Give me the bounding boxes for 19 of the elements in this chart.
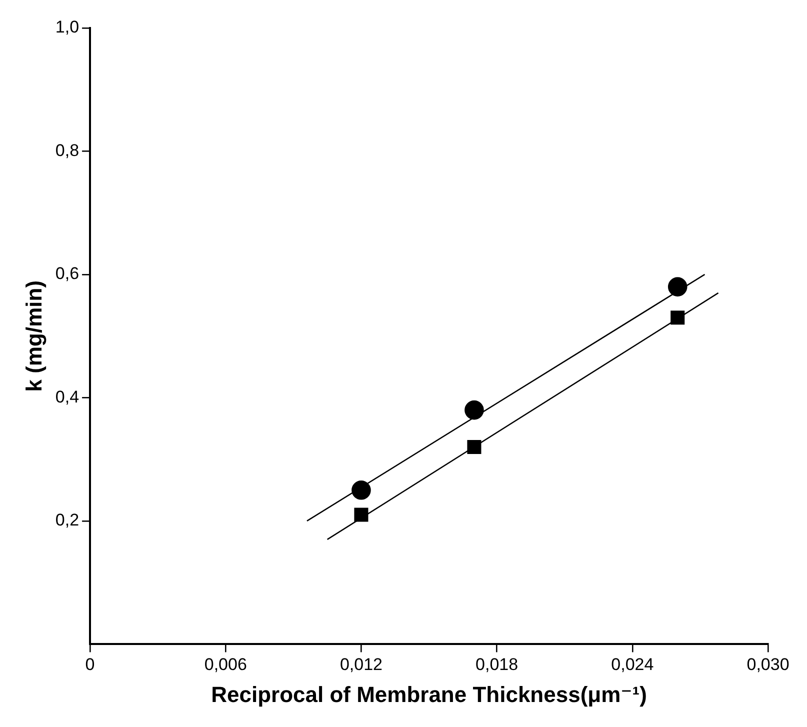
x-tick-label: 0,030 — [746, 655, 790, 674]
point — [670, 310, 685, 325]
point — [354, 508, 368, 522]
y-tick-label: 0,4 — [55, 387, 80, 406]
y-tick-label: 0,2 — [55, 510, 80, 530]
point — [464, 400, 484, 420]
y-tick-label: 0,6 — [55, 264, 80, 284]
y-axis-title: k (mg/min) — [21, 280, 46, 392]
x-tick-label: 0,018 — [476, 655, 518, 674]
point — [352, 480, 371, 500]
point — [668, 277, 688, 296]
x-tick-label: 0,006 — [204, 655, 247, 674]
x-tick-label: 0 — [85, 655, 95, 674]
y-tick-label: 1,0 — [55, 18, 80, 37]
x-axis-title: Reciprocal of Membrane Thickness(μm⁻¹) — [211, 682, 647, 707]
point — [467, 440, 482, 454]
y-tick-label: 0,8 — [55, 140, 80, 160]
x-tick-label: 0,024 — [611, 655, 654, 674]
x-tick-label: 0,012 — [340, 655, 382, 674]
